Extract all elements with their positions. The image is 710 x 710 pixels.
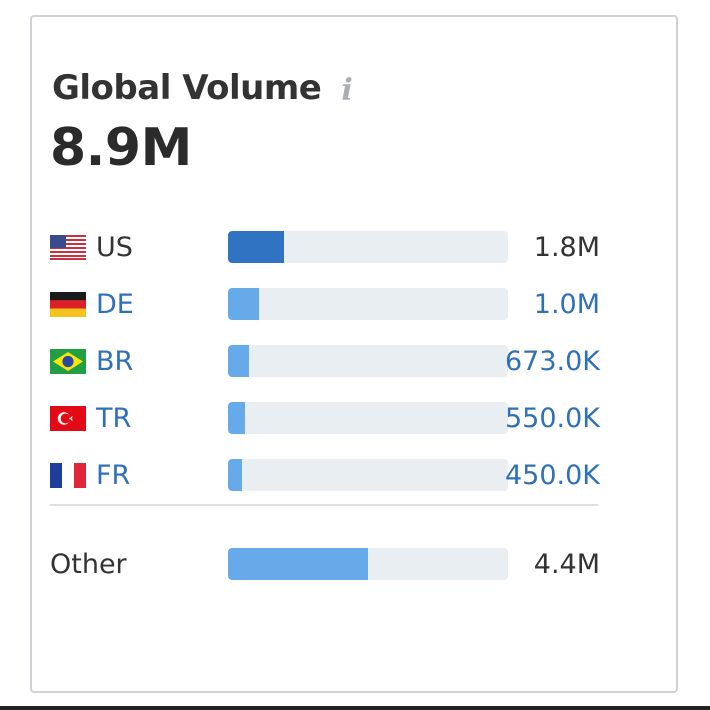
volume-bar-fill (228, 345, 249, 377)
us-flag-icon (50, 234, 86, 260)
other-label: Other (50, 548, 127, 580)
other-volume: 4.4M (533, 548, 600, 580)
country-volume-link[interactable]: 550.0K (504, 402, 600, 434)
country-code: US (96, 231, 133, 263)
volume-bar-fill (228, 288, 259, 320)
volume-bar-track (228, 231, 508, 263)
country-volume-link[interactable]: 1.0M (533, 288, 600, 320)
country-volume: 1.8M (533, 231, 600, 263)
volume-bar-fill (228, 402, 246, 434)
country-code-link[interactable]: TR (96, 402, 132, 434)
country-row-us: US 1.8M (50, 230, 600, 264)
volume-bar-track (228, 345, 508, 377)
de-flag-icon (50, 291, 86, 317)
volume-bar-fill (228, 548, 368, 580)
divider (50, 504, 598, 506)
other-row: Other 4.4M (50, 547, 600, 581)
bottom-edge-line (0, 706, 710, 710)
country-row-de[interactable]: DE 1.0M (50, 287, 600, 321)
volume-bar-track (228, 288, 508, 320)
volume-bar-track (228, 402, 508, 434)
country-code-link[interactable]: FR (96, 459, 131, 491)
country-code-link[interactable]: BR (96, 345, 134, 377)
volume-bar-fill (228, 231, 284, 263)
total-volume: 8.9M (50, 118, 192, 178)
country-row-br[interactable]: BR 673.0K (50, 344, 600, 378)
volume-bar-track (228, 459, 508, 491)
br-flag-icon (50, 348, 86, 374)
fr-flag-icon (50, 462, 86, 488)
title-row: Global Volume i (52, 64, 353, 112)
country-row-tr[interactable]: TR 550.0K (50, 401, 600, 435)
tr-flag-icon (50, 405, 86, 431)
country-volume-link[interactable]: 673.0K (504, 345, 600, 377)
card-title: Global Volume (52, 68, 322, 108)
country-row-fr[interactable]: FR 450.0K (50, 458, 600, 492)
info-icon[interactable]: i (341, 73, 353, 108)
volume-bar-fill (228, 459, 242, 491)
country-code-link[interactable]: DE (96, 288, 134, 320)
country-volume-link[interactable]: 450.0K (504, 459, 600, 491)
volume-bar-track (228, 548, 508, 580)
